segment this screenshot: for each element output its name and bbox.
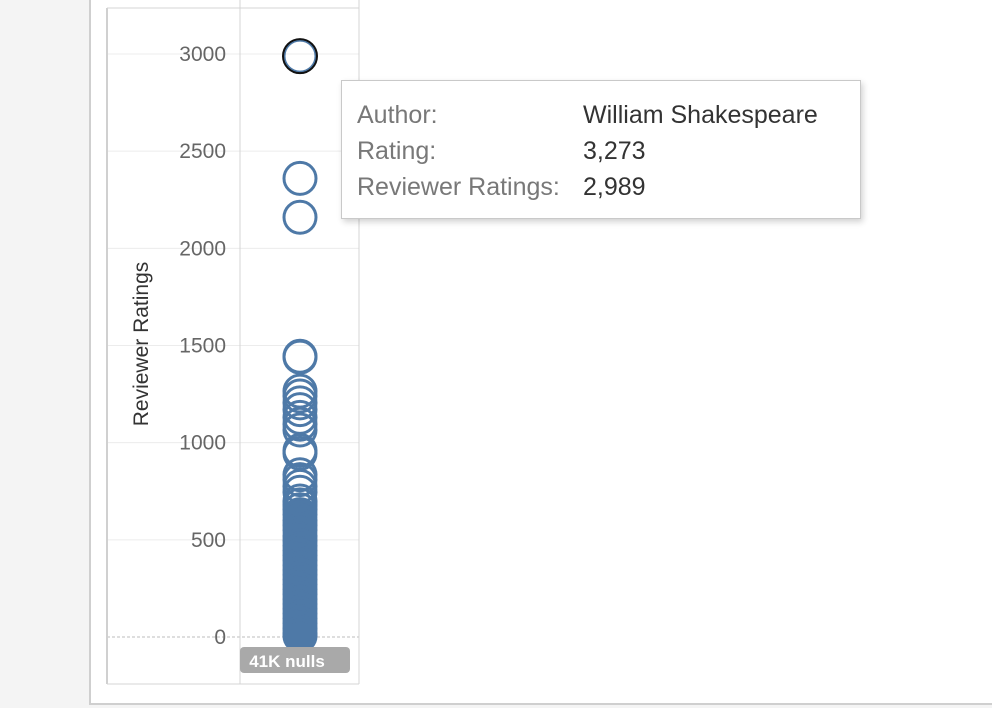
data-point[interactable] [282, 199, 318, 235]
tooltip-author-key: Author: [357, 101, 438, 129]
y-tick-label: 2500 [179, 140, 226, 163]
tooltip-author-value: William Shakespeare [583, 101, 818, 129]
data-points [282, 38, 318, 654]
data-point[interactable] [282, 38, 318, 74]
data-point[interactable] [282, 412, 318, 448]
y-tick-label: 1000 [179, 432, 226, 455]
nulls-indicator[interactable]: 41K nulls [240, 647, 350, 673]
tooltip-row-rating: Rating: 3,273 [357, 133, 860, 169]
y-tick-label: 500 [191, 529, 226, 552]
data-point[interactable] [282, 160, 318, 196]
tooltip-reviewer-ratings-value: 2,989 [583, 173, 646, 201]
tooltip-reviewer-ratings-key: Reviewer Ratings: [357, 173, 560, 201]
highlighted-point[interactable] [282, 38, 318, 75]
tooltip-row-author: Author: William Shakespeare [357, 97, 860, 133]
data-point[interactable] [282, 339, 318, 375]
nulls-label[interactable]: 41K nulls [249, 652, 325, 671]
y-tick-label: 3000 [179, 43, 226, 66]
y-axis-ticks: 0 500 1000 1500 2000 2500 3000 [179, 43, 226, 649]
y-tick-label: 2000 [179, 237, 226, 260]
y-axis-title: Reviewer Ratings [130, 262, 153, 427]
tooltip-rating-value: 3,273 [583, 137, 646, 165]
y-tick-label: 0 [214, 626, 226, 649]
tooltip-row-reviewer-ratings: Reviewer Ratings: 2,989 [357, 169, 860, 205]
tooltip: Author: William Shakespeare Rating: 3,27… [341, 80, 861, 219]
nulls-badge[interactable] [240, 647, 350, 673]
tooltip-rating-key: Rating: [357, 137, 437, 165]
y-tick-label: 1500 [179, 335, 226, 358]
data-point[interactable] [282, 392, 318, 428]
